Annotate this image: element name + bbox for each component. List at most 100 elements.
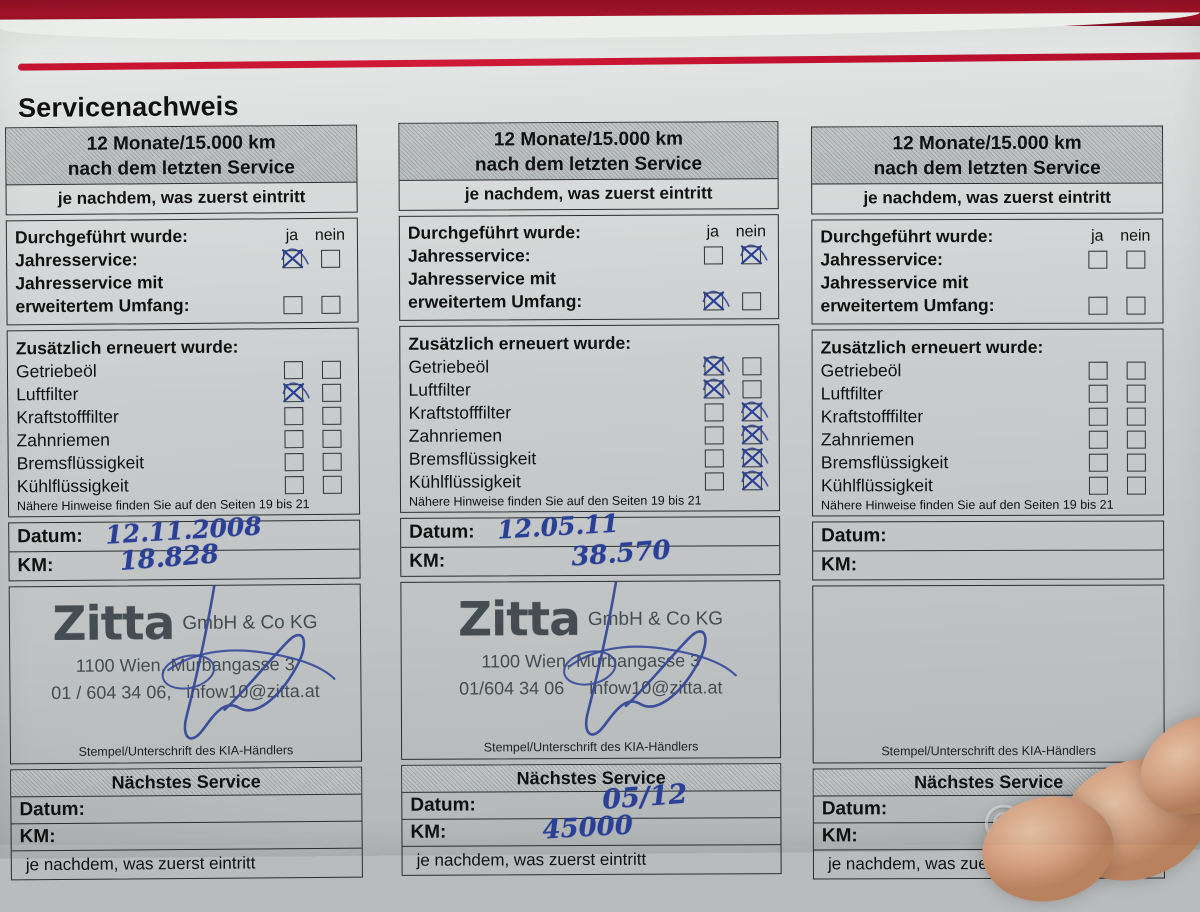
datum-row[interactable]: Datum: [813,522,1163,551]
checkbox-column-2-0-ja[interactable] [704,357,723,375]
checkbox-column-3-0-ja[interactable] [1088,361,1107,379]
checkbox-column-2-3-nein[interactable] [742,426,761,444]
checkbox-column-1-4-ja[interactable] [284,453,303,471]
interval-subline: je nachdem, was zuerst eintritt [812,183,1162,214]
checkbox-column-3-3-nein[interactable] [1126,430,1145,448]
checkbox-column-3-extended-ja[interactable] [1088,296,1107,314]
checkbox-column-3-2-nein[interactable] [1126,407,1145,425]
checkbox-column-1-annual-ja[interactable] [283,250,302,268]
next-datum-row[interactable]: Datum:05/12 [402,790,780,819]
checkbox-column-1-2-nein[interactable] [322,406,341,424]
checkbox-column-1-2-nein-cell [312,406,350,424]
checkbox-column-2-4-ja[interactable] [704,449,723,467]
next-km-label: KM: [410,822,446,844]
checkbox-column-3-5-ja[interactable] [1088,476,1107,494]
checkbox-column-3-0-nein[interactable] [1126,361,1145,379]
interval-line-2: nach dem letzten Service [403,151,773,178]
datum-row[interactable]: Datum:12.11.2008 [9,521,359,552]
next-km-row[interactable]: KM:45000 [402,817,780,846]
checkbox-column-3-annual-ja[interactable] [1088,250,1107,268]
checkbox-column-2-1-nein[interactable] [742,380,761,398]
checkbox-column-2-extended-ja-cell [694,292,732,310]
next-datum-label: Datum: [822,798,888,820]
checkbox-column-3-5-ja-cell [1079,476,1117,494]
checkbox-column-2-5-nein[interactable] [742,472,761,490]
checkbox-column-3-4-nein-cell [1117,453,1155,471]
checkbox-column-2-3-nein-cell [733,426,771,444]
km-row[interactable]: KM: [813,550,1163,580]
checkbox-column-2-2-ja[interactable] [704,403,723,421]
checkbox-column-1-0-nein-cell [312,360,350,378]
checkbox-column-1-1-ja[interactable] [284,384,303,402]
checkbox-column-1-0-nein[interactable] [321,360,340,378]
checkbox-column-1-0-ja[interactable] [283,361,302,379]
checkbox-column-3-annual-nein[interactable] [1126,250,1145,268]
renewed-item-label: Bremsflüssigkeit [17,451,275,474]
checkbox-column-1-5-ja[interactable] [284,476,303,494]
checkbox-column-3-4-nein[interactable] [1126,453,1145,471]
checkbox-column-1-4-nein[interactable] [322,452,341,470]
renewed-item-row: Kraftstofffilter [821,405,1155,429]
km-row[interactable]: KM:18.828 [9,549,359,581]
checkbox-column-1-extended-nein[interactable] [321,295,340,313]
extended-scope-row-1: Jahresservice mit [15,270,349,296]
checkbox-column-3-3-nein-cell [1117,430,1155,448]
checkbox-column-3-1-ja[interactable] [1088,384,1107,402]
extended-scope-row-2: erweitertem Umfang: [820,294,1154,318]
checkbox-column-1-1-nein[interactable] [322,383,341,401]
checkbox-column-2-5-ja[interactable] [704,472,723,490]
renewed-item-label: Kühlflüssigkeit [821,475,1079,497]
annual-service-label: Jahresservice: [408,245,694,267]
stamp-company-form: GmbH & Co KG [182,611,317,634]
interval-line-2: nach dem letzten Service [10,155,352,183]
checkbox-column-1-annual-nein[interactable] [321,249,340,267]
stamp-company-name: Zitta [52,596,174,652]
next-km-label: KM: [822,825,858,847]
checkbox-column-3-extended-nein[interactable] [1126,296,1145,314]
checkbox-column-2-annual-nein[interactable] [741,246,760,264]
page-reference-hint: Nähere Hinweise finden Sie auf den Seite… [401,492,779,512]
column-header-ja: ja [1078,227,1116,245]
checkbox-column-1-3-ja[interactable] [284,430,303,448]
km-row[interactable]: KM:38.570 [401,545,779,576]
checkbox-column-3-extended-nein-cell [1116,296,1154,314]
checkbox-column-3-3-ja[interactable] [1088,430,1107,448]
checkbox-column-3-5-nein[interactable] [1126,476,1145,494]
checkbox-column-3-2-ja[interactable] [1088,407,1107,425]
checkbox-column-2-extended-nein-cell [732,292,770,310]
checkbox-column-3-1-nein[interactable] [1126,384,1145,402]
checkbox-column-2-extended-ja[interactable] [704,292,723,310]
checkbox-column-1-extended-ja[interactable] [283,296,302,314]
checkbox-column-1-3-nein[interactable] [322,429,341,447]
handwritten-cross-mark [702,354,725,377]
datum-row[interactable]: Datum:12.05.11 [401,517,779,547]
checkbox-column-2-5-nein-cell [733,472,771,490]
column-header-nein: nein [732,223,770,241]
next-km-row[interactable]: KM: [12,821,362,851]
checkbox-column-2-2-ja-cell [695,403,733,421]
checkbox-column-2-4-nein[interactable] [742,449,761,467]
checkbox-column-2-3-ja-cell [695,426,733,444]
km-label: KM: [409,551,445,573]
checkbox-column-3-4-ja[interactable] [1088,453,1107,471]
checkbox-column-1-2-ja[interactable] [284,407,303,425]
checkbox-column-2-4-ja-cell [695,449,733,467]
renewed-item-row: Zahnriemen [16,427,350,453]
next-datum-row[interactable]: Datum: [11,794,361,824]
checkbox-column-2-0-nein[interactable] [742,357,761,375]
checkbox-column-2-annual-ja[interactable] [703,246,722,264]
checkbox-column-2-extended-nein[interactable] [742,292,761,310]
checkbox-column-2-3-ja[interactable] [704,426,723,444]
checkbox-column-1-5-nein[interactable] [322,475,341,493]
checkbox-column-2-1-ja[interactable] [704,380,723,398]
checkbox-column-2-2-nein[interactable] [742,403,761,421]
